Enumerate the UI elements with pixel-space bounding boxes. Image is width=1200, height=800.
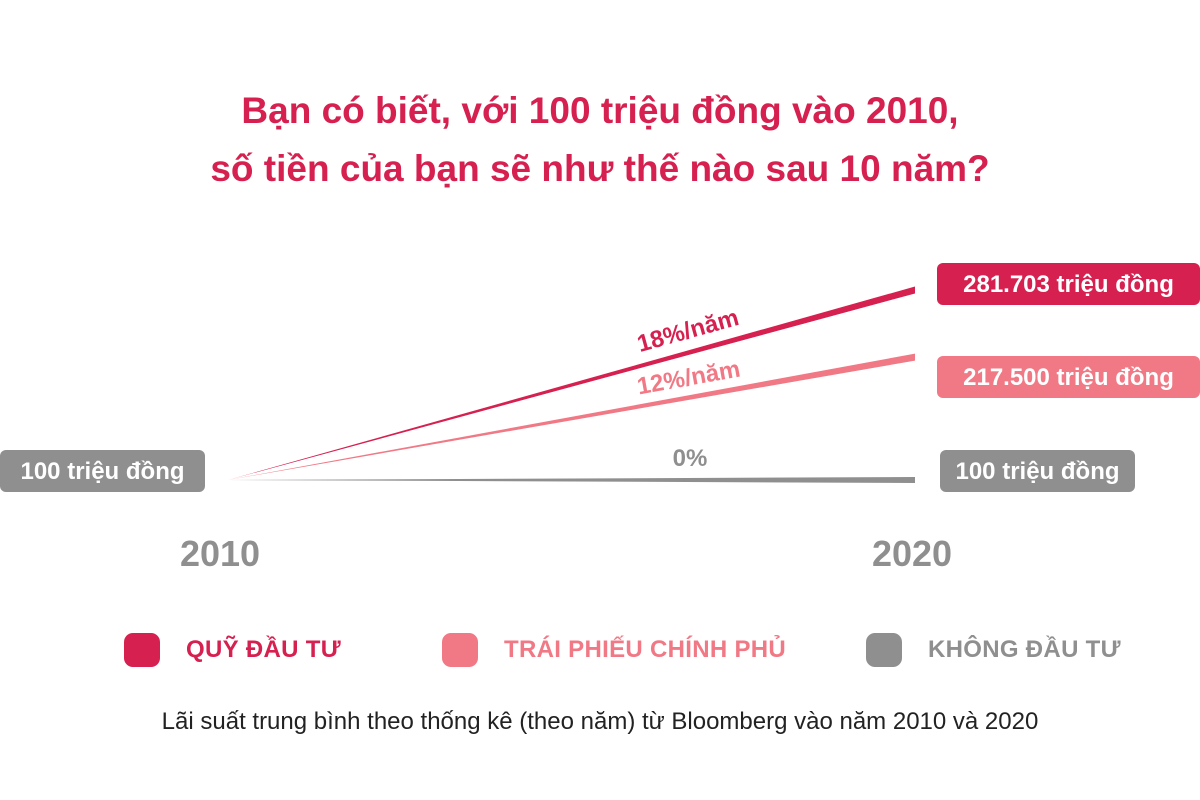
chart-title-line-1: Bạn có biết, với 100 triệu đồng vào 2010… bbox=[241, 90, 959, 131]
chart-title-line-2: số tiền của bạn sẽ như thế nào sau 10 nă… bbox=[210, 148, 990, 189]
start-label-text: 100 triệu đồng bbox=[20, 458, 184, 485]
series-line-bond bbox=[228, 353, 915, 480]
legend-item-fund: QUỸ ĐẦU TƯ bbox=[124, 628, 341, 672]
legend-swatch-fund bbox=[124, 633, 160, 667]
legend-swatch-bond bbox=[442, 633, 478, 667]
end-label-bond-text: 217.500 triệu đồng bbox=[963, 364, 1174, 391]
legend-item-bond: TRÁI PHIẾU CHÍNH PHỦ bbox=[442, 628, 786, 672]
series-line-fund bbox=[228, 286, 915, 480]
rate-label-fund: 18%/năm bbox=[634, 304, 741, 358]
x-tick-label-2010: 2010 bbox=[180, 533, 260, 574]
series-line-none bbox=[228, 477, 915, 483]
end-label-none-text: 100 triệu đồng bbox=[955, 458, 1119, 485]
legend-label-fund: QUỸ ĐẦU TƯ bbox=[186, 636, 341, 663]
start-label-box bbox=[0, 450, 205, 492]
chart-title: Bạn có biết, với 100 triệu đồng vào 2010… bbox=[0, 82, 1200, 198]
legend-item-none: KHÔNG ĐẦU TƯ bbox=[866, 628, 1121, 672]
rate-label-none: 0% bbox=[673, 445, 708, 472]
end-label-none-box bbox=[940, 450, 1135, 492]
legend-label-none: KHÔNG ĐẦU TƯ bbox=[928, 636, 1121, 663]
footnote: Lãi suất trung bình theo thống kê (theo … bbox=[161, 708, 1039, 735]
end-label-fund-text: 281.703 triệu đồng bbox=[963, 271, 1174, 298]
x-tick-label-2020: 2020 bbox=[872, 533, 952, 574]
end-label-fund-box bbox=[937, 263, 1200, 305]
end-label-bond-box bbox=[937, 356, 1200, 398]
legend-swatch-none bbox=[866, 633, 902, 667]
legend: QUỸ ĐẦU TƯ TRÁI PHIẾU CHÍNH PHỦ KHÔNG ĐẦ… bbox=[0, 628, 1200, 672]
legend-label-bond: TRÁI PHIẾU CHÍNH PHỦ bbox=[504, 636, 787, 663]
